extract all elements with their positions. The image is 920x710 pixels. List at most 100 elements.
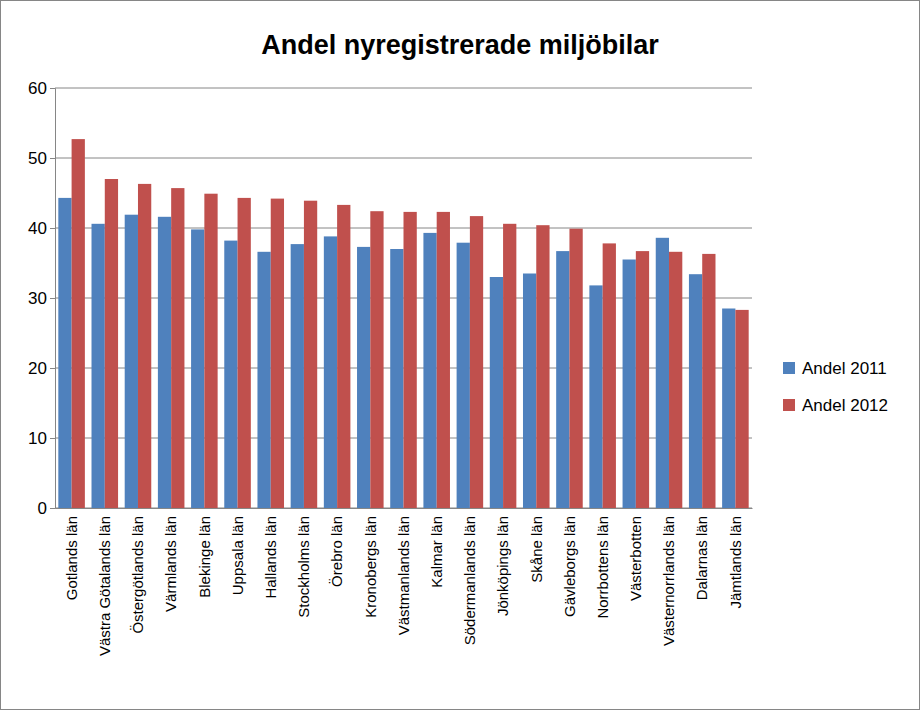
grid-line: [55, 88, 752, 89]
x-tick-label: Jämtlands län: [727, 516, 744, 609]
bar: [158, 217, 171, 508]
bar: [291, 244, 304, 508]
bar: [271, 199, 284, 508]
x-tick: Västra Götalands län: [96, 508, 113, 656]
bar: [58, 198, 71, 508]
bar: [257, 252, 270, 508]
x-tick: Västmanlands län: [395, 508, 412, 635]
grid-line: [55, 158, 752, 159]
x-tick: Stockholms län: [295, 508, 312, 618]
y-tick-label: 40: [28, 219, 47, 238]
y-tick: 30: [28, 289, 55, 308]
x-tick-label: Gävleborgs län: [561, 516, 578, 617]
y-tick-mark: [50, 88, 55, 89]
x-tick-label: Skåne län: [528, 516, 545, 583]
y-tick: 0: [38, 499, 55, 518]
x-tick-label: Västernorrlands län: [660, 516, 677, 646]
bar: [138, 184, 151, 508]
x-tick-label: Stockholms län: [295, 516, 312, 618]
bar: [603, 243, 616, 508]
bar: [324, 236, 337, 508]
x-tick-label: Örebro län: [328, 516, 345, 587]
bar: [656, 238, 669, 508]
bars: [58, 139, 748, 508]
bar: [569, 229, 582, 508]
x-axis: Gotlands länVästra Götalands länÖstergöt…: [56, 508, 753, 656]
bar: [437, 212, 450, 508]
bar: [337, 205, 350, 508]
x-tick-label: Värmlands län: [162, 516, 179, 612]
legend-label: Andel 2012: [802, 396, 888, 415]
bar: [702, 254, 715, 508]
y-tick-mark: [50, 508, 55, 509]
bar: [722, 309, 735, 509]
title: Andel nyregistrerade miljöbilar: [261, 30, 659, 60]
y-tick-label: 0: [38, 499, 47, 518]
bar: [490, 277, 503, 508]
y-tick-mark: [50, 368, 55, 369]
x-tick-label: Kalmar län: [428, 516, 445, 588]
bar-series: [72, 139, 749, 508]
y-axis: 0 10 20 30 40 50 60: [28, 79, 55, 518]
y-tick-label: 20: [28, 359, 47, 378]
bar: [191, 229, 204, 508]
legend: Andel 2011 Andel 2012: [783, 359, 888, 415]
bar: [357, 247, 370, 508]
bar: [457, 243, 470, 508]
x-tick-label: Västerbotten: [627, 516, 644, 601]
x-tick-label: Västra Götalands län: [96, 516, 113, 656]
bar: [238, 198, 251, 508]
legend-swatch: [783, 362, 795, 374]
y-tick-mark: [50, 438, 55, 439]
y-axis-line: [50, 89, 56, 509]
x-tick: Värmlands län: [162, 508, 179, 612]
bar: [689, 274, 702, 508]
x-tick: Gotlands län: [63, 508, 80, 600]
x-tick: Kalmar län: [428, 508, 445, 588]
bar: [735, 310, 748, 508]
x-tick: Kronobergs län: [362, 508, 379, 618]
legend-swatch: [783, 399, 795, 411]
x-axis-line: [56, 508, 753, 509]
x-tick-label: Hallands län: [262, 516, 279, 599]
x-tick: Skåne län: [528, 508, 545, 583]
bar: [523, 274, 536, 509]
bar: [556, 251, 569, 508]
bar: [423, 233, 436, 508]
grid: [55, 88, 752, 508]
x-tick-label: Dalarnas län: [693, 516, 710, 600]
y-tick-mark: [50, 158, 55, 159]
y-tick: 60: [28, 79, 55, 98]
bar: [589, 285, 602, 508]
y-tick-mark: [50, 298, 55, 299]
bar: [636, 251, 649, 508]
bar: [669, 252, 682, 508]
x-tick: Hallands län: [262, 508, 279, 599]
bar: [224, 241, 237, 508]
bar: [404, 212, 417, 508]
bar: [125, 215, 138, 508]
y-tick: 10: [28, 429, 55, 448]
y-tick: 20: [28, 359, 55, 378]
y-tick-label: 30: [28, 289, 47, 308]
bar: [470, 216, 483, 508]
x-tick: Norrbottens län: [594, 508, 611, 619]
bar: [304, 201, 317, 508]
y-tick: 50: [28, 149, 55, 168]
legend-label: Andel 2011: [802, 359, 887, 378]
bar: [92, 224, 105, 508]
bar: [503, 224, 516, 508]
y-tick-label: 60: [28, 79, 47, 98]
x-tick: Dalarnas län: [693, 508, 710, 600]
x-tick-label: Jönköpings län: [494, 516, 511, 616]
x-tick: Jönköpings län: [494, 508, 511, 616]
y-tick-mark: [50, 228, 55, 229]
x-tick-label: Södermanlands län: [461, 516, 478, 645]
x-tick-label: Norrbottens län: [594, 516, 611, 619]
x-tick: Uppsala län: [229, 508, 246, 595]
bar: [536, 225, 549, 508]
x-tick: Blekinge län: [196, 508, 213, 598]
x-tick: Gävleborgs län: [561, 508, 578, 617]
x-tick: Jämtlands län: [727, 508, 744, 609]
x-tick-label: Gotlands län: [63, 516, 80, 600]
